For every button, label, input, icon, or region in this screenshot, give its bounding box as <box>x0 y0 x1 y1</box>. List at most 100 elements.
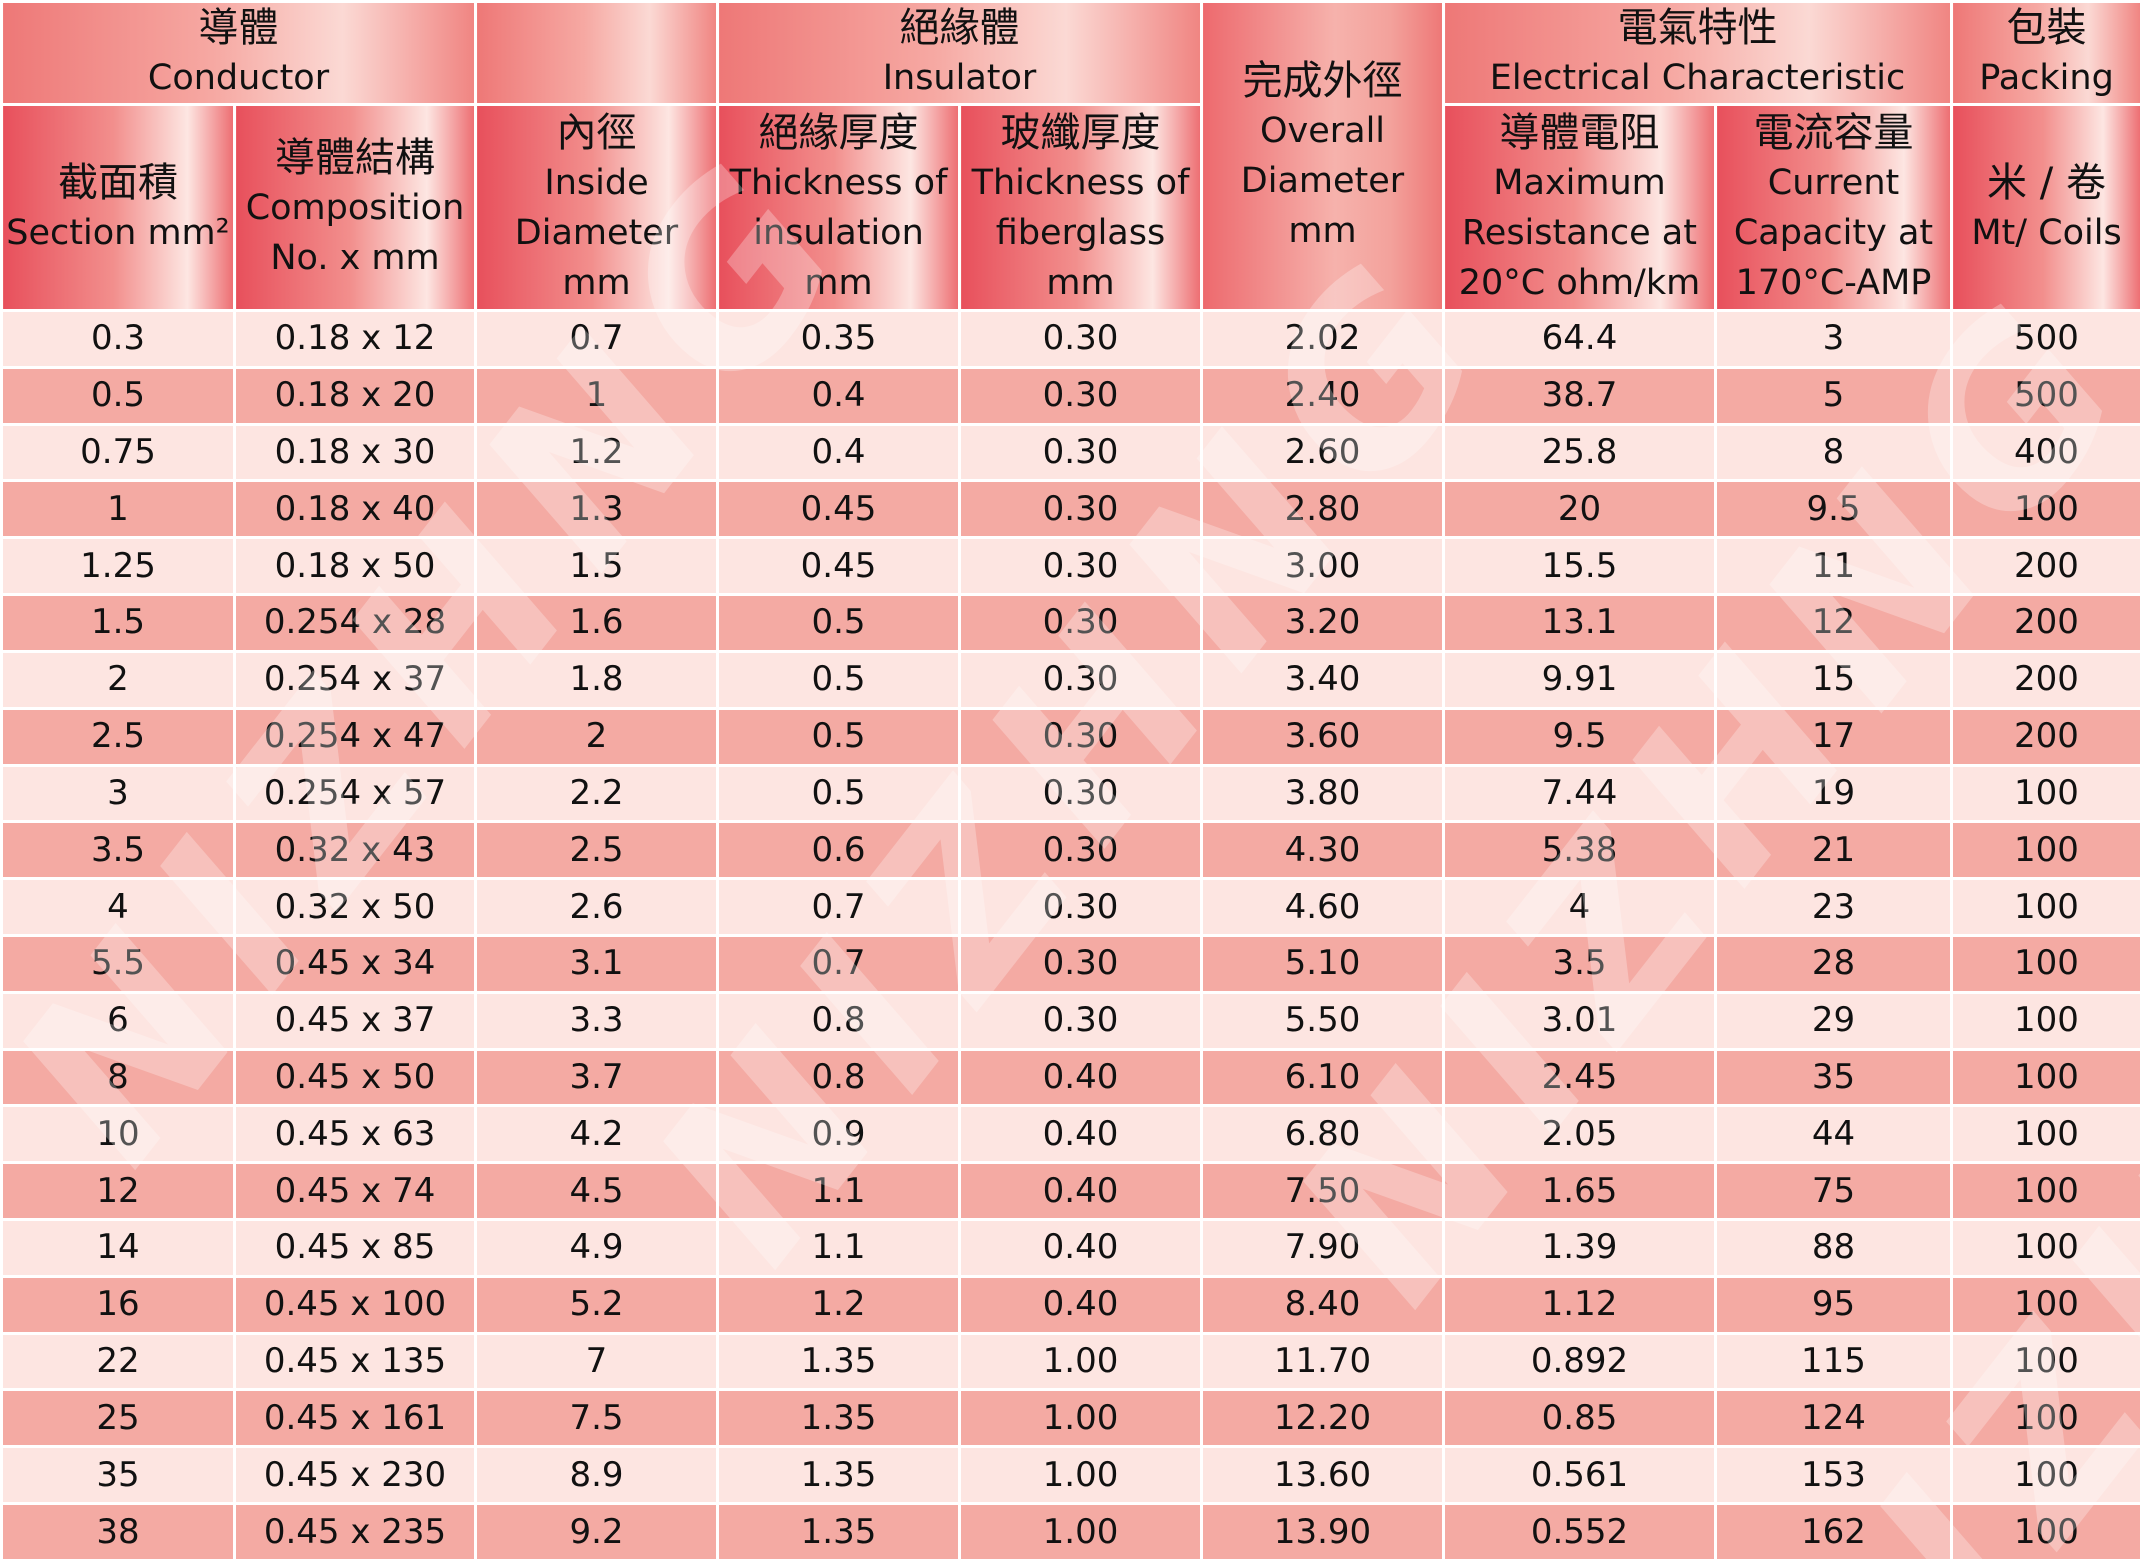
table-row: 1 0.18 x 40 1.3 0.45 0.30 2.80 20 9.5 100 <box>0 479 2140 540</box>
header-packing-group: 包裝 Packing <box>1950 0 2140 106</box>
table-cell: 0.85 <box>1442 1388 1717 1449</box>
table-cell: 1.2 <box>474 422 719 483</box>
table-row: 1.25 0.18 x 50 1.5 0.45 0.30 3.00 15.5 11 200 <box>0 536 2140 597</box>
table-cell: 100 <box>1950 1104 2140 1165</box>
table-cell: 0.40 <box>958 1047 1203 1108</box>
table-cell: 8 <box>1714 422 1953 483</box>
header-conductor-group: 導體 Conductor <box>0 0 477 106</box>
table-cell: 0.30 <box>958 933 1203 994</box>
table-cell: 0.45 x 37 <box>233 990 477 1051</box>
table-cell: 3 <box>1714 309 1953 369</box>
table-header: 導體 Conductor 絕緣體 Insulator 完成外徑 Overall … <box>0 0 2140 312</box>
header-row-columns: 截面積 Section mm² 導體結構 Composition No. x m… <box>0 103 2140 312</box>
table-cell: 100 <box>1950 1445 2140 1506</box>
table-cell: 0.45 x 50 <box>233 1047 477 1108</box>
table-cell: 0.30 <box>958 422 1203 483</box>
table-cell: 100 <box>1950 1502 2140 1562</box>
table-cell: 75 <box>1714 1161 1953 1221</box>
header-zh: 完成外徑 <box>1242 58 1403 104</box>
table-cell: 95 <box>1714 1274 1953 1335</box>
table-cell: 20 <box>1442 479 1717 540</box>
table-cell: 0.254 x 47 <box>233 706 477 767</box>
table-cell: 3.3 <box>474 990 719 1051</box>
table-cell: 0.18 x 12 <box>233 309 477 369</box>
header-zh: 包裝 <box>2006 5 2087 51</box>
table-cell: 1.1 <box>716 1161 961 1221</box>
header-en: Thickness of <box>729 162 948 203</box>
table-cell: 200 <box>1950 536 2140 597</box>
table-cell: 0.892 <box>1442 1331 1717 1392</box>
table-cell: 88 <box>1714 1218 1953 1278</box>
header-zh: 導體電阻 <box>1499 109 1660 156</box>
table-cell: 1.35 <box>716 1502 961 1562</box>
header-en: Inside <box>544 162 649 203</box>
table-cell: 0.30 <box>958 763 1203 824</box>
table-cell: 38.7 <box>1442 365 1717 426</box>
table-cell: 0.552 <box>1442 1502 1717 1562</box>
table-cell: 4.9 <box>474 1218 719 1278</box>
table-cell: 1.00 <box>958 1445 1203 1506</box>
table-cell: 0.30 <box>958 877 1203 937</box>
table-row: 16 0.45 x 100 5.2 1.2 0.40 8.40 1.12 95 100 <box>0 1274 2140 1335</box>
table-cell: 0.254 x 37 <box>233 649 477 710</box>
table-cell: 0.35 <box>716 309 961 369</box>
table-cell: 1.5 <box>474 536 719 597</box>
header-en: insulation <box>753 212 924 253</box>
table-cell: 1.8 <box>474 649 719 710</box>
table-cell: 11.70 <box>1200 1331 1445 1392</box>
table-cell: 5.10 <box>1200 933 1445 994</box>
table-cell: 0.45 x 100 <box>233 1274 477 1335</box>
table-cell: 1.65 <box>1442 1161 1717 1221</box>
table-cell: 1.00 <box>958 1331 1203 1392</box>
table-cell: 0.9 <box>716 1104 961 1165</box>
table-row: 22 0.45 x 135 7 1.35 1.00 11.70 0.892 115 100 <box>0 1331 2140 1392</box>
table-row: 0.75 0.18 x 30 1.2 0.4 0.30 2.60 25.8 8 400 <box>0 422 2140 483</box>
table-cell: 15 <box>1714 649 1953 710</box>
header-en: 20°C ohm/km <box>1458 262 1701 303</box>
table-row: 25 0.45 x 161 7.5 1.35 1.00 12.20 0.85 124 100 <box>0 1388 2140 1449</box>
table-cell: 100 <box>1950 1161 2140 1221</box>
table-cell: 2.5 <box>0 706 236 767</box>
table-cell: 0.8 <box>716 990 961 1051</box>
table-cell: 38 <box>0 1502 236 1562</box>
table-cell: 25 <box>0 1388 236 1449</box>
table-cell: 0.4 <box>716 365 961 426</box>
table-cell: 5.5 <box>0 933 236 994</box>
table-cell: 0.45 x 63 <box>233 1104 477 1165</box>
table-cell: 0.75 <box>0 422 236 483</box>
table-cell: 0.45 x 85 <box>233 1218 477 1278</box>
header-en: Conductor <box>147 58 330 98</box>
header-en: Thickness of <box>971 162 1190 203</box>
table-cell: 13.90 <box>1200 1502 1445 1562</box>
header-zh: 絕緣體 <box>899 5 1020 51</box>
table-cell: 100 <box>1950 1331 2140 1392</box>
table-cell: 7.5 <box>474 1388 719 1449</box>
table-cell: 400 <box>1950 422 2140 483</box>
table-cell: 2.2 <box>474 763 719 824</box>
table-cell: 9.2 <box>474 1502 719 1562</box>
table-cell: 2.40 <box>1200 365 1445 426</box>
header-zh: 玻纖厚度 <box>1000 109 1161 156</box>
header-en: Resistance at <box>1462 212 1697 253</box>
table-cell: 2.5 <box>474 820 719 881</box>
table-row: 3 0.254 x 57 2.2 0.5 0.30 3.80 7.44 19 100 <box>0 763 2140 824</box>
table-cell: 0.8 <box>716 1047 961 1108</box>
table-cell: 2 <box>474 706 719 767</box>
table-cell: 3.00 <box>1200 536 1445 597</box>
header-zh: 導體結構 <box>275 134 435 181</box>
table-cell: 0.30 <box>958 309 1203 369</box>
table-cell: 21 <box>1714 820 1953 881</box>
table-cell: 0.6 <box>716 820 961 881</box>
table-cell: 7 <box>474 1331 719 1392</box>
header-en: Electrical Characteristic <box>1489 58 1906 98</box>
header-zh: 電氣特性 <box>1617 5 1778 51</box>
table-cell: 22 <box>0 1331 236 1392</box>
table-row: 1.5 0.254 x 28 1.6 0.5 0.30 3.20 13.1 12 200 <box>0 593 2140 653</box>
table-cell: 28 <box>1714 933 1953 994</box>
table-cell: 64.4 <box>1442 309 1717 369</box>
table-cell: 0.254 x 57 <box>233 763 477 824</box>
table-cell: 13.1 <box>1442 593 1717 653</box>
table-cell: 0.45 <box>716 479 961 540</box>
table-cell: 0.5 <box>716 593 961 653</box>
